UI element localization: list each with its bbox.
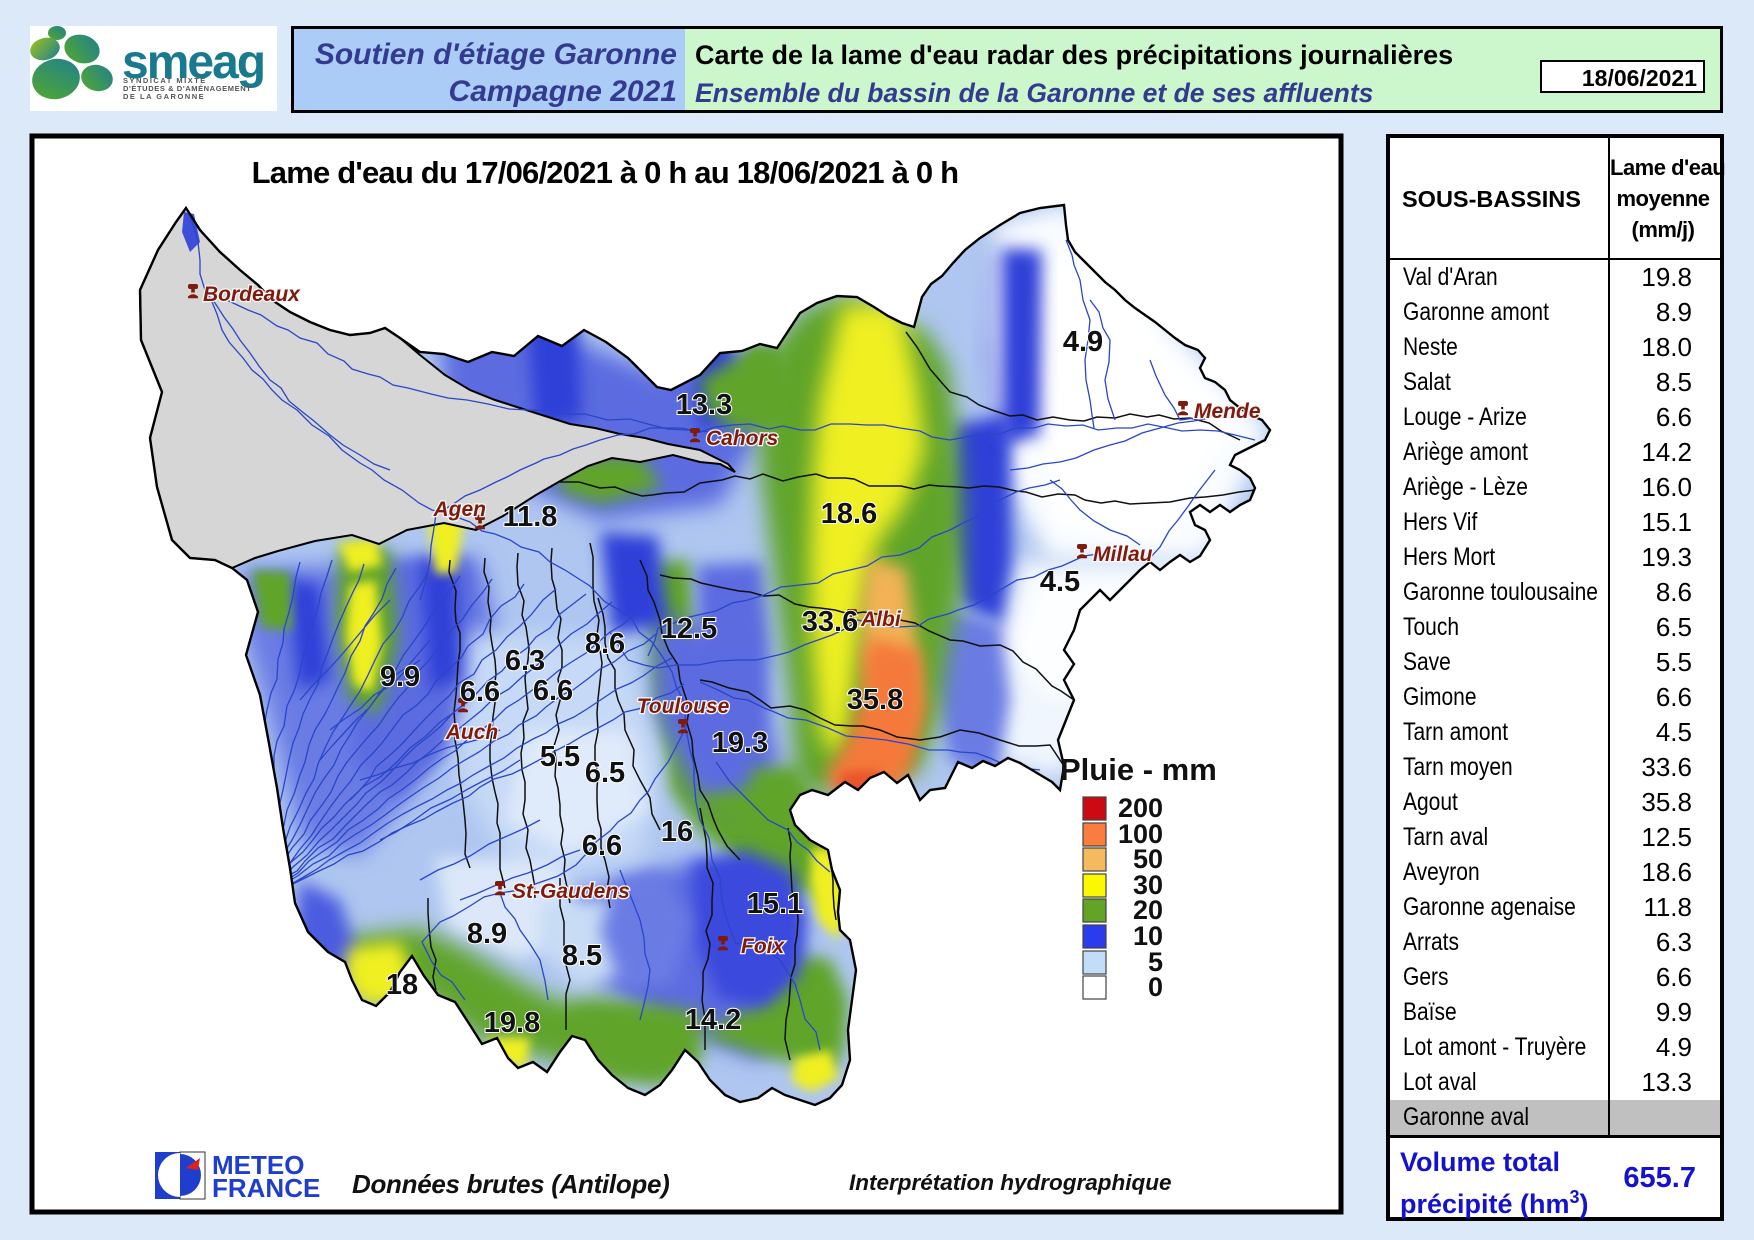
svg-text:Données brutes (Antilope): Données brutes (Antilope) — [352, 1169, 670, 1199]
svg-text:8.5: 8.5 — [562, 940, 602, 972]
svg-text:18: 18 — [386, 969, 418, 1001]
svg-text:5: 5 — [1148, 947, 1163, 977]
svg-text:Pluie - mm: Pluie - mm — [1060, 752, 1217, 787]
svg-text:11.8: 11.8 — [503, 501, 558, 533]
svg-text:5.5: 5.5 — [540, 741, 580, 773]
svg-text:19.8: 19.8 — [484, 1007, 540, 1039]
svg-text:18.6: 18.6 — [821, 498, 877, 530]
svg-text:Auch: Auch — [445, 721, 499, 744]
svg-text:Cahors: Cahors — [706, 427, 778, 450]
svg-text:METEO: METEO — [212, 1150, 304, 1180]
svg-text:6.6: 6.6 — [582, 830, 622, 862]
svg-text:FRANCE: FRANCE — [212, 1173, 320, 1203]
svg-text:4.5: 4.5 — [1040, 566, 1080, 598]
svg-text:10: 10 — [1133, 921, 1163, 951]
svg-text:200: 200 — [1118, 793, 1163, 823]
svg-text:6.5: 6.5 — [585, 757, 625, 789]
svg-text:Agen: Agen — [433, 498, 487, 521]
svg-text:13.3: 13.3 — [676, 389, 732, 421]
svg-text:Mende: Mende — [1194, 400, 1261, 423]
svg-text:SYNDICAT MIXTE: SYNDICAT MIXTE — [123, 76, 207, 85]
svg-text:9.9: 9.9 — [380, 661, 420, 693]
svg-text:50: 50 — [1133, 844, 1163, 874]
svg-text:19.3: 19.3 — [712, 727, 768, 759]
svg-text:6.6: 6.6 — [460, 676, 500, 708]
svg-text:14.2: 14.2 — [685, 1004, 741, 1036]
svg-text:8.9: 8.9 — [467, 918, 507, 950]
svg-text:Albi: Albi — [860, 608, 902, 631]
svg-text:35.8: 35.8 — [847, 684, 903, 716]
svg-text:Millau: Millau — [1093, 543, 1153, 566]
svg-text:0: 0 — [1148, 972, 1163, 1002]
svg-text:4.9: 4.9 — [1063, 326, 1103, 358]
svg-text:Lame d'eau du 17/06/2021 à 0 h: Lame d'eau du 17/06/2021 à 0 h au 18/06/… — [252, 155, 959, 190]
svg-text:30: 30 — [1133, 870, 1163, 900]
svg-text:15.1: 15.1 — [747, 888, 803, 920]
svg-text:Foix: Foix — [741, 935, 785, 958]
svg-text:6.6: 6.6 — [533, 675, 573, 707]
svg-text:12.5: 12.5 — [661, 613, 717, 645]
svg-text:smeag: smeag — [122, 36, 264, 89]
svg-text:33.6: 33.6 — [802, 606, 858, 638]
svg-text:100: 100 — [1118, 819, 1163, 849]
svg-text:6.3: 6.3 — [505, 645, 545, 677]
svg-text:8.6: 8.6 — [585, 628, 625, 660]
svg-text:D'ÉTUDES & D'AMÉNAGEMENT: D'ÉTUDES & D'AMÉNAGEMENT — [123, 84, 251, 93]
svg-text:20: 20 — [1133, 895, 1163, 925]
svg-text:16: 16 — [661, 816, 693, 848]
svg-text:Interprétation hydrographique: Interprétation hydrographique — [849, 1170, 1172, 1195]
svg-text:Toulouse: Toulouse — [637, 695, 730, 718]
svg-text:St-Gaudens: St-Gaudens — [512, 880, 630, 903]
svg-text:Bordeaux: Bordeaux — [203, 283, 301, 306]
svg-text:DE LA GARONNE: DE LA GARONNE — [123, 92, 205, 101]
